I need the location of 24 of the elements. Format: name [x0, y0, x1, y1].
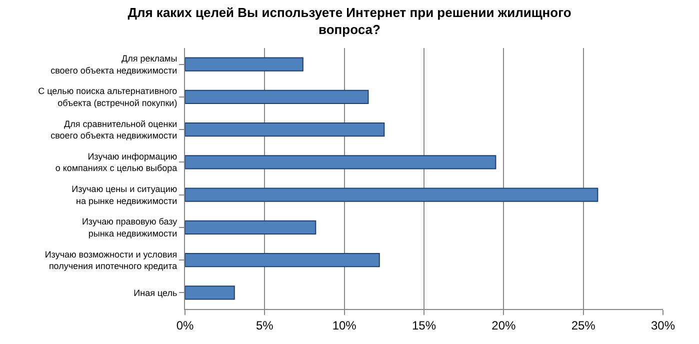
x-tick-label: 10% — [332, 318, 357, 332]
x-tick-label: 20% — [492, 318, 516, 332]
y-tick-label: Изучаю возможности и условия получения ипотечного кредита — [44, 249, 178, 272]
bar — [185, 57, 304, 72]
bar — [185, 90, 369, 104]
x-tick-label: 30% — [650, 318, 676, 332]
y-tick-label: Изучаю правовую базу рынка недвижимости — [82, 216, 178, 238]
bar — [185, 188, 598, 202]
y-tick-label: Для сравнительной оценки своего объекта недвижимости — [50, 118, 178, 141]
x-tick-label: 25% — [571, 318, 596, 332]
x-tick-label: 0% — [176, 318, 194, 332]
chart-title: Для каких целей Вы используете Интернет при решении жилищного вопроса? — [128, 5, 572, 38]
bar — [185, 286, 235, 300]
y-tick-label: Иная цель — [134, 288, 178, 298]
x-tick-label: 5% — [256, 318, 274, 332]
y-tick-label: Изучаю цены и ситуацию на рынке недвижимости — [72, 184, 178, 206]
y-tick-label: Для рекламы своего объекта недвижимости — [50, 54, 178, 76]
x-tick-label: 15% — [412, 318, 436, 332]
y-tick-label: С целью поиска альтернативного объекта (встречной покупки) — [38, 86, 178, 108]
bar — [185, 155, 496, 170]
bar — [185, 122, 385, 137]
bar — [185, 220, 316, 234]
y-tick-label: Изучаю информацию о компаниях с целью выбора — [55, 151, 178, 174]
bar — [185, 253, 380, 268]
